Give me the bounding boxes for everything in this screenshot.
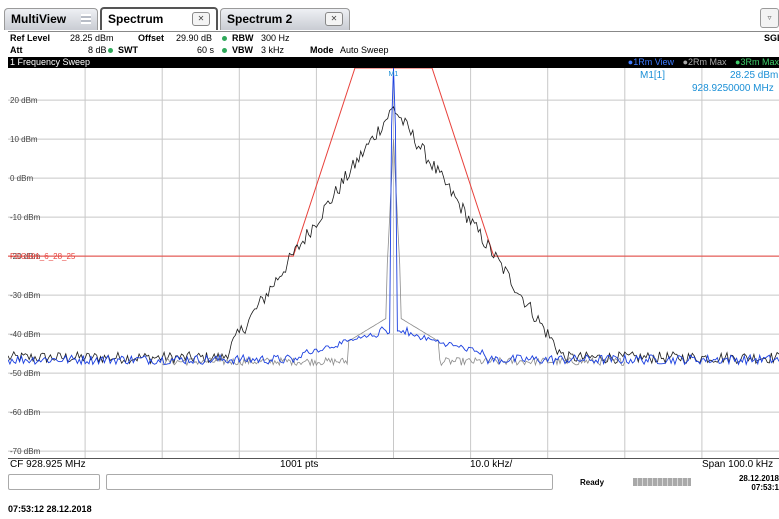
limit-line — [8, 68, 779, 257]
ref-level-label: Ref Level — [10, 33, 51, 43]
trace-dot: ● — [627, 57, 634, 67]
trace-max-hold — [8, 106, 779, 365]
ready-status: Ready — [580, 478, 605, 487]
trace-legend: ●1Rm View ●2Rm Max ●3Rm Max — [622, 57, 779, 68]
trace-2-label: 2Rm Max — [688, 57, 727, 67]
plot-footer: CF 928.925 MHz 1001 pts 10.0 kHz/ Span 1… — [8, 458, 779, 470]
span: Span 100.0 kHz — [702, 459, 774, 470]
screenshot-timestamp: 07:53:12 28.12.2018 — [8, 504, 92, 514]
y-tick-label: -10 dBm — [10, 213, 41, 222]
tab-multiview[interactable]: MultiView — [4, 8, 98, 30]
y-tick-label: -70 dBm — [10, 447, 41, 456]
offset-value: 29.90 dB — [176, 33, 213, 43]
marker-frequency: 928.9250000 MHz — [692, 83, 774, 94]
y-tick-label: 20 dBm — [10, 96, 38, 105]
offset-label: Offset — [138, 33, 165, 43]
rbw-value: 300 Hz — [261, 33, 290, 43]
status-time: 07:53:1 — [751, 483, 779, 492]
swt-value: 60 s — [197, 45, 215, 55]
y-tick-label: -50 dBm — [10, 369, 41, 378]
rbw-label: RBW — [232, 33, 254, 43]
mode-value: Auto Sweep — [340, 45, 389, 55]
grid-icon — [81, 14, 91, 24]
trace-dot: ● — [735, 57, 741, 67]
trace-1-label: 1Rm View — [633, 57, 675, 67]
spectrum-plot[interactable]: 20 dBm 10 dBm 0 dBm -10 dBm -20 dBm -30 dBm -4… — [8, 68, 779, 458]
vbw-label: VBW — [232, 45, 253, 55]
sweep-points: 1001 pts — [280, 459, 319, 470]
marker-level: 28.25 dBm — [730, 70, 779, 81]
diagram-header: 1 Frequency Sweep ●1Rm View ●2Rm Max ●3R… — [8, 57, 779, 68]
division-width: 10.0 kHz/ — [470, 459, 513, 470]
marker-name: M1[1] — [640, 70, 666, 81]
y-tick-label: 10 dBm — [10, 135, 38, 144]
marker-label: M1 — [389, 71, 399, 78]
status-date: 28.12.2018 — [738, 474, 779, 483]
tab-label: MultiView — [11, 12, 67, 26]
ref-level-value: 28.25 dBm — [70, 33, 114, 43]
trace-2-legend: ●2Rm Max — [683, 57, 727, 67]
diagram-title: 1 Frequency Sweep — [10, 57, 91, 67]
trace-dot: ● — [682, 57, 689, 67]
trace-1-legend: ●1Rm View — [628, 57, 674, 67]
status-bar: Ready 28.12.2018 07:53:1 — [8, 472, 779, 494]
vbw-value: 3 kHz — [261, 45, 285, 55]
sgl-label: SGL — [764, 33, 779, 43]
mode-label: Mode — [310, 45, 334, 55]
status-datetime: 28.12.2018 07:53:1 — [739, 474, 779, 492]
y-tick-label: 0 dBm — [10, 174, 33, 183]
trace-3-label: 3Rm Max — [740, 57, 779, 67]
y-tick-label: -30 dBm — [10, 291, 41, 300]
att-label: Att — [10, 45, 23, 55]
trace-3-legend: ●3Rm Max — [735, 57, 779, 67]
tab-label: Spectrum — [108, 12, 164, 26]
att-value: 8 dB — [88, 45, 107, 55]
tab-spectrum-2[interactable]: Spectrum 2 ✕ — [220, 8, 350, 30]
center-frequency: CF 928.925 MHz — [10, 459, 86, 470]
rbw-status-dot — [222, 33, 229, 44]
y-tick-label: -60 dBm — [10, 408, 41, 417]
tab-bar: MultiView Spectrum ✕ Spectrum 2 ✕ ▿ — [0, 0, 779, 30]
limit-line-label: FCC101_6_28_25 — [10, 252, 76, 261]
dropdown-button[interactable]: ▿ — [760, 8, 779, 28]
swt-status-dot — [108, 45, 115, 56]
trace-view — [8, 68, 779, 366]
close-icon[interactable]: ✕ — [325, 12, 343, 26]
trace-gray — [161, 139, 626, 367]
status-field — [8, 474, 100, 490]
tab-spectrum[interactable]: Spectrum ✕ — [100, 7, 218, 30]
vbw-status-dot — [222, 45, 229, 56]
swt-label: SWT — [118, 45, 138, 55]
measurement-settings: Ref Level 28.25 dBm Offset 29.90 dB RBW … — [8, 31, 779, 58]
close-icon[interactable]: ✕ — [192, 12, 210, 26]
progress-bar — [633, 478, 691, 486]
message-field — [106, 474, 553, 490]
tab-label: Spectrum 2 — [227, 12, 293, 26]
y-tick-label: -40 dBm — [10, 330, 41, 339]
